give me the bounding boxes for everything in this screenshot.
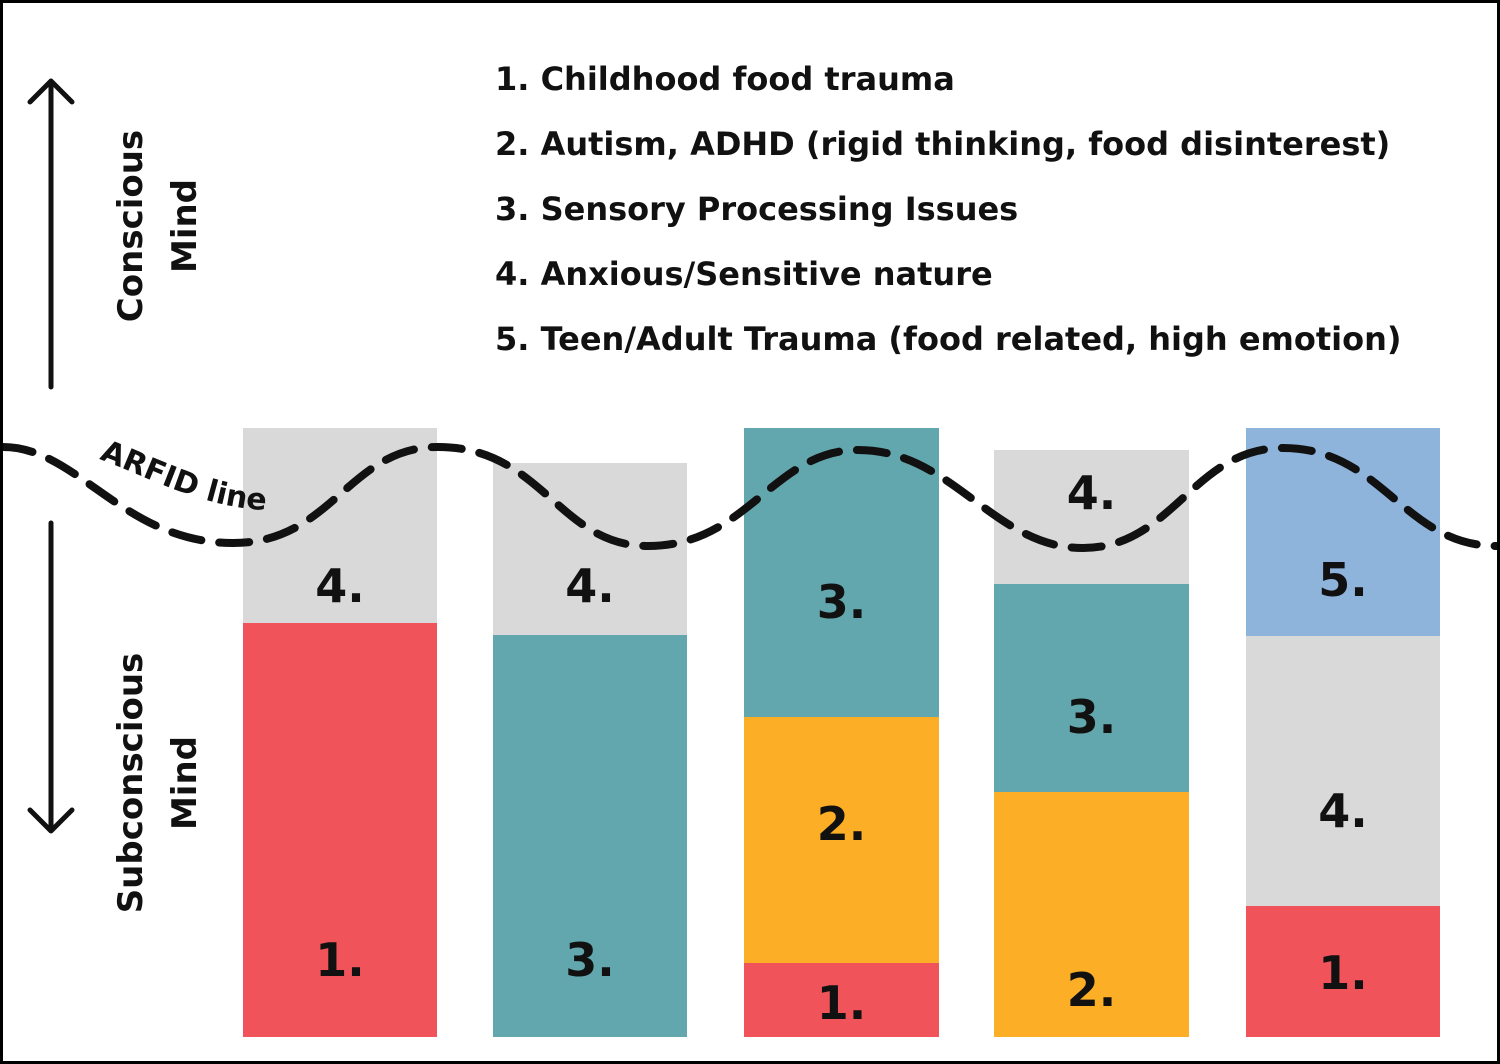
legend-item-4: 4. Anxious/Sensitive nature <box>495 255 993 293</box>
segment-factor-1 <box>744 963 939 1037</box>
arfid-line <box>3 442 1497 553</box>
segment-factor-2 <box>994 792 1189 1037</box>
legend: 1. Childhood food trauma 2. Autism, ADHD… <box>495 57 1402 382</box>
segment-factor-3 <box>744 428 939 717</box>
segment-number-label: 3. <box>565 933 615 987</box>
legend-item-5: 5. Teen/Adult Trauma (food related, high… <box>495 320 1402 358</box>
segment-factor-2 <box>744 717 939 963</box>
segment-number-label: 5. <box>1318 553 1368 607</box>
segment-number-label: 4. <box>1066 466 1117 520</box>
segment-number-label: 4. <box>565 559 615 613</box>
legend-item-3: 3. Sensory Processing Issues <box>495 190 1019 228</box>
segment-number-label: 2. <box>816 797 867 851</box>
segment-factor-3 <box>493 635 687 1037</box>
segment-factor-4 <box>1246 636 1440 906</box>
segment-factor-4 <box>243 428 437 623</box>
segment-factor-1 <box>1246 906 1440 1037</box>
segment-number-label: 4. <box>1318 784 1368 838</box>
segment-factor-4 <box>994 450 1189 584</box>
segment-number-label: 2. <box>1066 963 1117 1017</box>
segment-number-label: 1. <box>816 976 867 1030</box>
arrow-down-icon <box>27 520 75 834</box>
segment-number-label: 4. <box>315 559 365 613</box>
stack-column-4: 4. 3. 2. <box>994 450 1189 1037</box>
stack-column-5: 5. 4. 1. <box>1246 428 1440 1037</box>
overlay-graphics: ARFID line <box>3 78 1497 834</box>
stack-column-3: 3. 2. 1. <box>744 428 939 1037</box>
segment-number-label: 3. <box>816 575 867 629</box>
segment-factor-3 <box>994 584 1189 792</box>
segment-factor-1 <box>243 623 437 1037</box>
stack-column-1: 4. 1. <box>243 428 437 1037</box>
legend-item-1: 1. Childhood food trauma <box>495 60 955 98</box>
arrow-up-icon <box>27 78 75 390</box>
segment-number-label: 1. <box>1318 946 1368 1000</box>
segment-number-label: 3. <box>1066 690 1117 744</box>
arfid-line-label: ARFID line <box>96 434 268 518</box>
legend-item-2: 2. Autism, ADHD (rigid thinking, food di… <box>495 125 1391 163</box>
segment-number-label: 1. <box>315 933 365 987</box>
